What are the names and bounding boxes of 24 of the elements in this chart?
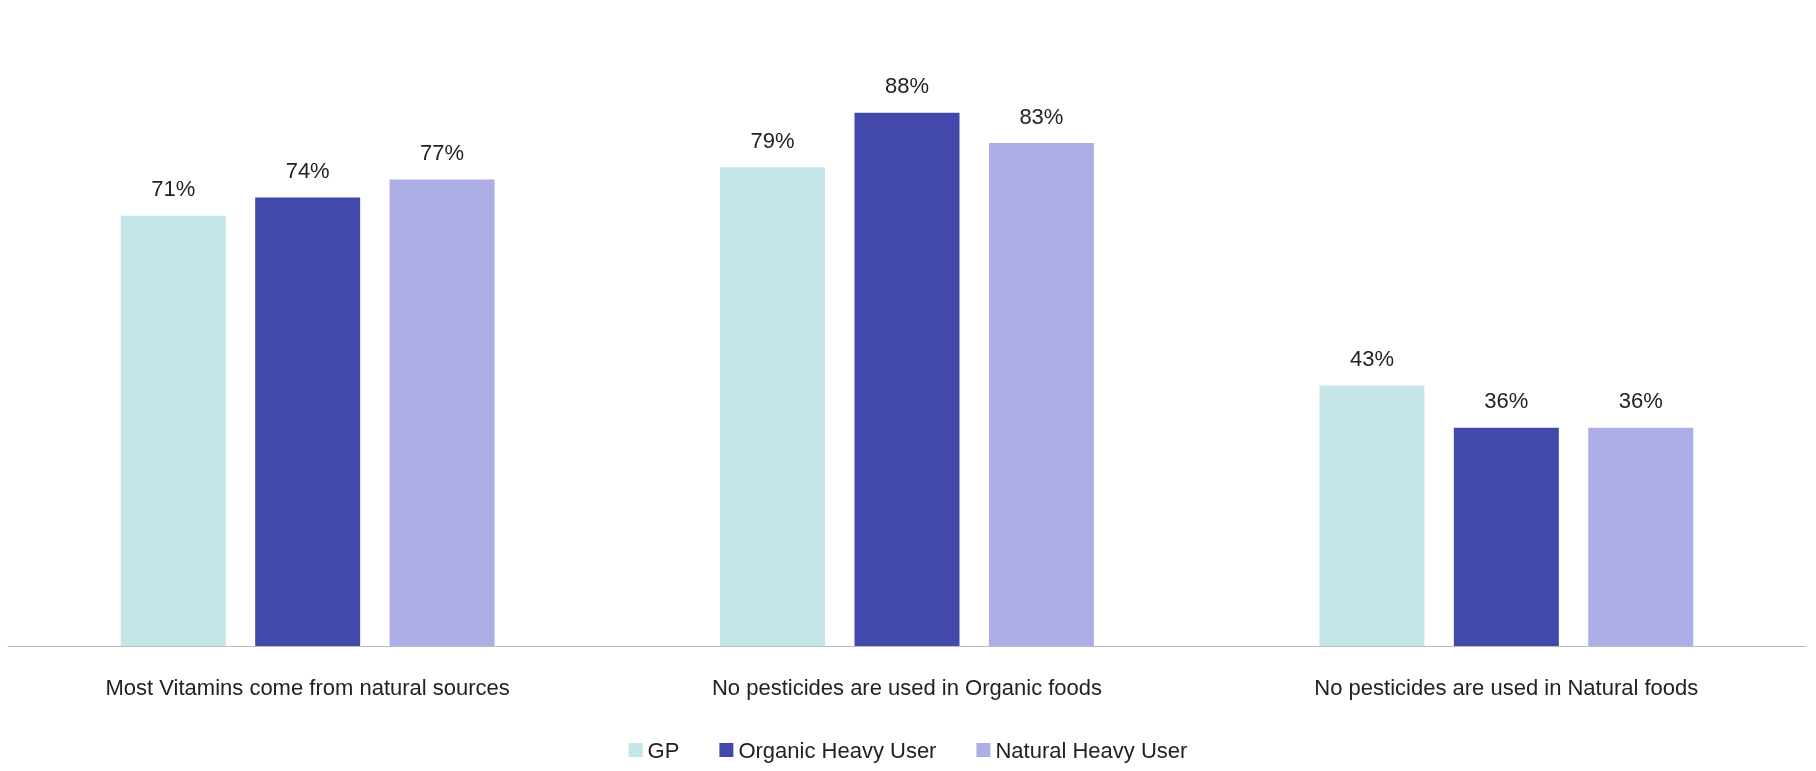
data-label: 36% [1618, 388, 1663, 414]
bar [854, 112, 960, 646]
data-label: 71% [151, 176, 196, 202]
legend-label: Organic Heavy User [738, 737, 937, 763]
bar [389, 179, 495, 646]
data-label: 79% [750, 127, 795, 153]
data-label: 43% [1349, 345, 1394, 371]
bar [988, 143, 1094, 646]
data-label: 88% [884, 73, 930, 99]
legend-label: GP [647, 737, 680, 763]
legend-label: Natural Heavy User [995, 737, 1188, 763]
x-tick-label: No pesticides are used in Organic foods [711, 674, 1103, 700]
bar [720, 167, 826, 646]
bar [1319, 385, 1425, 646]
data-label: 77% [420, 139, 465, 165]
data-label: 36% [1484, 388, 1529, 414]
bar [255, 197, 361, 646]
data-label: 74% [285, 158, 330, 184]
bar [1588, 427, 1694, 646]
bar [1453, 427, 1559, 646]
data-label: 83% [1019, 103, 1064, 129]
bar [120, 215, 226, 646]
x-tick-label: No pesticides are used in Natural foods [1314, 674, 1699, 700]
x-tick-label: Most Vitamins come from natural sources [105, 674, 510, 700]
